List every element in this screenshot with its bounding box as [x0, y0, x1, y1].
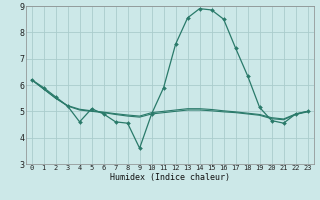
- X-axis label: Humidex (Indice chaleur): Humidex (Indice chaleur): [109, 173, 230, 182]
